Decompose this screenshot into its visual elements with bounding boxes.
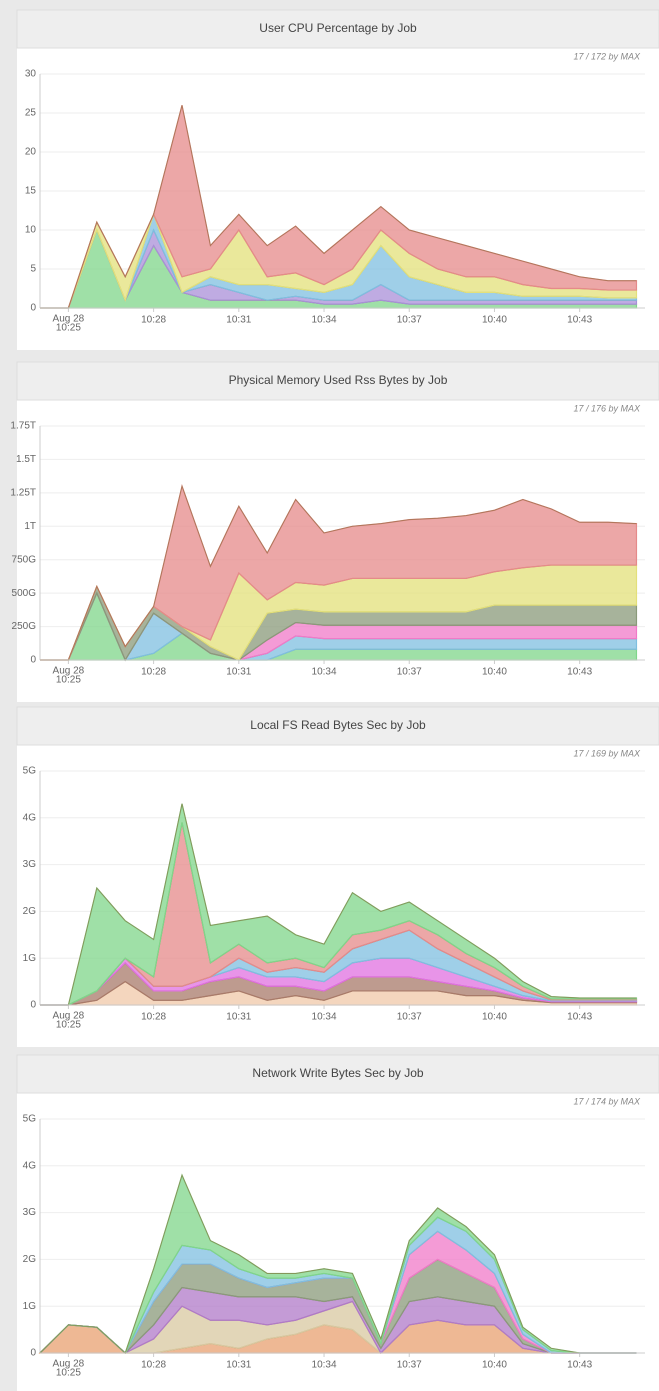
x-tick-label: 10:37 (397, 1360, 422, 1371)
panel-header (16, 1054, 659, 1094)
area-edge (39, 1173, 637, 1354)
x-tick-label: 10:34 (312, 1012, 337, 1023)
x-tick-label: 10:28 (141, 1360, 166, 1371)
chart-panel: Physical Memory Used Rss Bytes by Job 17 … (10, 361, 659, 702)
x-tick-label: 10:25 (56, 675, 81, 686)
x-tick-label: 10:40 (482, 667, 507, 678)
x-tick-label: 10:43 (567, 315, 592, 326)
x-tick-label: 10:43 (567, 1012, 592, 1023)
y-tick-label: 10 (25, 225, 37, 236)
x-tick-label: Aug 28 (53, 1011, 85, 1022)
chart-note: 17 / 169 by MAX (573, 748, 641, 758)
y-tick-label: 0 (30, 1000, 36, 1011)
x-tick-label: 10:31 (226, 667, 251, 678)
x-tick-label: 10:37 (397, 1012, 422, 1023)
x-tick-label: 10:43 (567, 667, 592, 678)
chart-title: Physical Memory Used Rss Bytes by Job (229, 373, 448, 387)
y-tick-label: 1.75T (10, 421, 36, 432)
y-tick-label: 4G (23, 1160, 37, 1171)
panel-header (16, 706, 659, 746)
x-tick-label: 10:34 (312, 1360, 337, 1371)
x-tick-label: 10:34 (312, 315, 337, 326)
chart-note: 17 / 172 by MAX (573, 51, 641, 61)
y-tick-label: 5G (23, 1114, 37, 1125)
chart-title: Local FS Read Bytes Sec by Job (250, 718, 426, 732)
y-tick-label: 5 (30, 264, 36, 275)
chart-title: Network Write Bytes Sec by Job (252, 1066, 423, 1080)
chart-panel: Local FS Read Bytes Sec by Job 17 / 169 b… (16, 706, 659, 1047)
x-tick-label: 10:37 (397, 315, 422, 326)
chart-panel: Network Write Bytes Sec by Job 17 / 174 b… (16, 1054, 659, 1391)
y-tick-label: 0 (30, 655, 36, 666)
x-tick-label: 10:40 (482, 1012, 507, 1023)
x-tick-label: 10:37 (397, 667, 422, 678)
x-tick-label: 10:31 (226, 315, 251, 326)
x-tick-label: 10:28 (141, 315, 166, 326)
x-tick-label: 10:31 (226, 1360, 251, 1371)
y-tick-label: 15 (25, 186, 37, 197)
x-tick-label: 10:28 (141, 1012, 166, 1023)
area-edge (40, 105, 637, 309)
x-tick-label: 10:43 (567, 1360, 592, 1371)
y-tick-label: 1.5T (16, 454, 36, 465)
chart-note: 17 / 176 by MAX (573, 403, 641, 413)
y-tick-label: 500G (12, 588, 37, 599)
y-tick-label: 1T (24, 521, 36, 532)
y-tick-label: 1G (23, 1301, 37, 1312)
y-tick-label: 5G (23, 766, 37, 777)
x-tick-label: 10:40 (482, 315, 507, 326)
x-tick-label: Aug 28 (53, 314, 85, 325)
panel-header (16, 361, 659, 401)
chart-title: User CPU Percentage by Job (259, 21, 417, 35)
y-tick-label: 30 (25, 69, 37, 80)
y-tick-label: 750G (12, 554, 37, 565)
y-tick-label: 20 (25, 147, 37, 158)
y-tick-label: 0 (30, 1348, 36, 1359)
y-tick-label: 3G (23, 1207, 37, 1218)
y-tick-label: 1.25T (10, 487, 36, 498)
y-tick-label: 4G (23, 812, 37, 823)
x-tick-label: 10:25 (56, 1368, 81, 1379)
chart-panel: User CPU Percentage by Job 17 / 172 by MA… (16, 9, 659, 350)
y-tick-label: 1G (23, 953, 37, 964)
area-edge (40, 803, 637, 1006)
chart-note: 17 / 174 by MAX (573, 1096, 641, 1106)
x-tick-label: Aug 28 (53, 666, 85, 677)
y-tick-label: 3G (23, 859, 37, 870)
x-tick-label: 10:25 (56, 323, 81, 334)
y-tick-label: 0 (30, 303, 36, 314)
x-tick-label: 10:25 (56, 1020, 81, 1031)
y-tick-label: 2G (23, 906, 37, 917)
panel-header (16, 9, 659, 49)
area-edge (40, 484, 637, 661)
y-tick-label: 2G (23, 1254, 37, 1265)
y-tick-label: 25 (25, 108, 37, 119)
y-tick-label: 250G (12, 621, 37, 632)
x-tick-label: 10:34 (312, 667, 337, 678)
x-tick-label: 10:40 (482, 1360, 507, 1371)
x-tick-label: Aug 28 (53, 1359, 85, 1370)
x-tick-label: 10:31 (226, 1012, 251, 1023)
x-tick-label: 10:28 (141, 667, 166, 678)
